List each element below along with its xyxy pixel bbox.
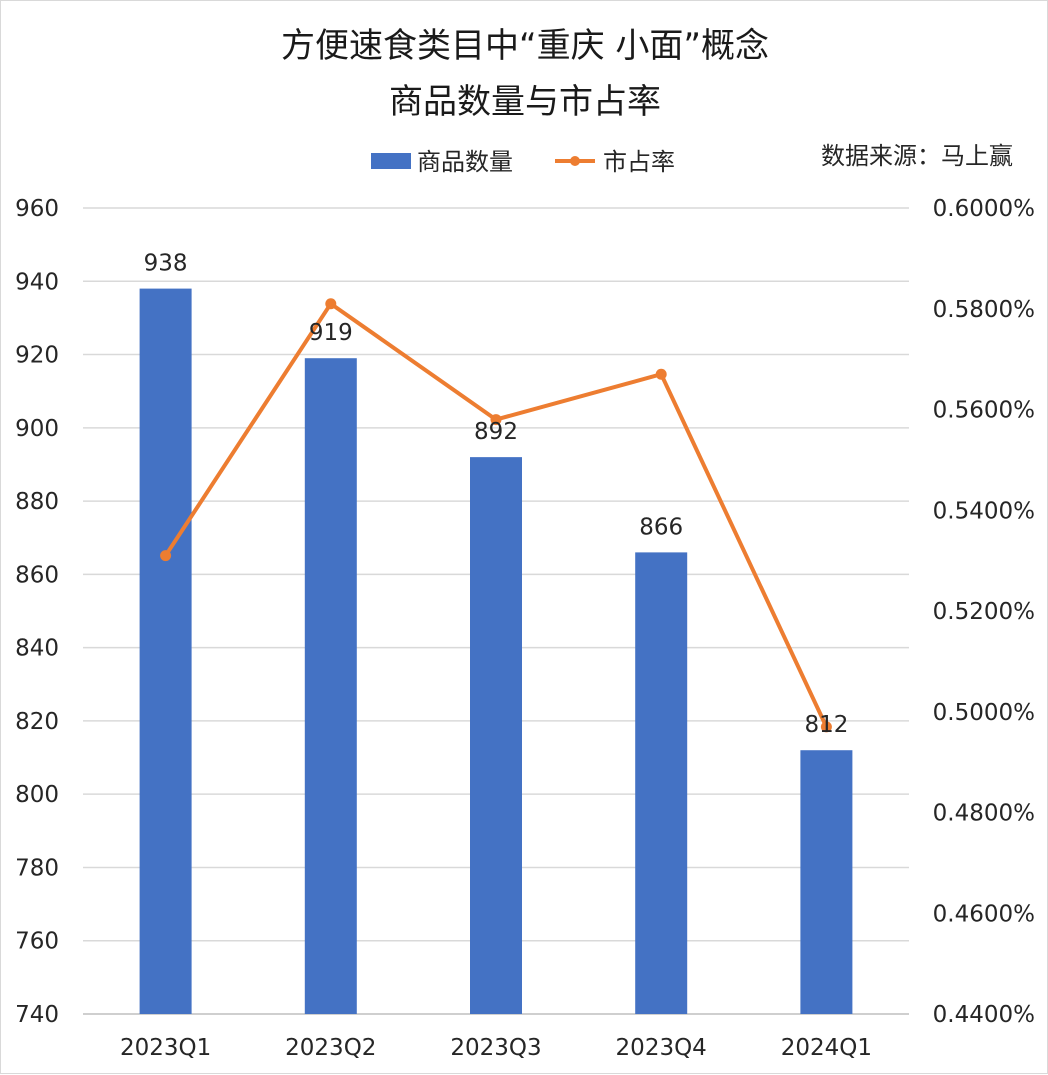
- bar: [304, 358, 357, 1014]
- share-point: [655, 368, 667, 380]
- right-axis: 0.6000% 0.5800% 0.5600% 0.5400% 0.5200% 0.500…: [933, 196, 1035, 1028]
- y-left-tick-label: 880: [15, 489, 59, 515]
- y-right-tick-label: 0.4600%: [933, 901, 1035, 927]
- y-right-tick-label: 0.5200%: [933, 599, 1035, 625]
- bar: [635, 552, 688, 1014]
- y-left-tick-label: 940: [15, 269, 59, 295]
- legend-swatch-marker: [570, 156, 580, 166]
- y-right-tick-label: 0.6000%: [933, 196, 1035, 222]
- x-tick-label: 2023Q1: [120, 1035, 211, 1061]
- share-point: [820, 721, 832, 733]
- y-left-tick-label: 860: [15, 562, 59, 588]
- bar-data-label: 812: [804, 712, 848, 738]
- y-left-tick-label: 840: [15, 636, 59, 662]
- legend-label-line: 市占率: [603, 148, 675, 176]
- x-tick-label: 2023Q4: [616, 1035, 707, 1061]
- y-right-tick-label: 0.5600%: [933, 398, 1035, 424]
- y-right-tick-label: 0.5400%: [933, 498, 1035, 524]
- bar: [800, 750, 853, 1014]
- y-left-tick-label: 780: [15, 855, 59, 881]
- legend-swatch-bar: [371, 153, 411, 169]
- x-axis: 2023Q1 2023Q2 2023Q3 2023Q4 2024Q1: [120, 1035, 872, 1061]
- share-point: [490, 414, 502, 426]
- line-series: [160, 298, 832, 733]
- legend: 商品数量 市占率: [371, 148, 675, 176]
- bar-data-label: 866: [639, 514, 683, 540]
- y-right-tick-label: 0.4400%: [933, 1002, 1035, 1028]
- bar: [139, 288, 192, 1015]
- y-left-tick-label: 740: [15, 1002, 59, 1028]
- y-right-tick-label: 0.4800%: [933, 801, 1035, 827]
- left-axis: 960 940 920 900 880 860 840 820 800 780 760 740: [15, 196, 59, 1028]
- bar-series: [139, 288, 853, 1015]
- legend-label-bar: 商品数量: [417, 148, 513, 176]
- data-labels: 938 919 892 866 812: [144, 251, 849, 739]
- y-left-tick-label: 960: [15, 196, 59, 222]
- chart-title-line1: 方便速食类目中“重庆 小面”概念: [281, 26, 769, 66]
- bar-data-label: 938: [144, 251, 188, 277]
- y-left-tick-label: 900: [15, 416, 59, 442]
- source-note: 数据来源：马上赢: [821, 142, 1013, 170]
- share-point: [325, 298, 337, 310]
- share-point: [160, 550, 172, 562]
- x-tick-label: 2024Q1: [781, 1035, 872, 1061]
- x-tick-label: 2023Q2: [285, 1035, 376, 1061]
- y-left-tick-label: 820: [15, 709, 59, 735]
- bar-data-label: 892: [474, 419, 518, 445]
- chart-title-line2: 商品数量与市占率: [389, 82, 661, 122]
- bar-data-label: 919: [309, 320, 353, 346]
- y-right-tick-label: 0.5800%: [933, 297, 1035, 323]
- y-left-tick-label: 760: [15, 929, 59, 955]
- y-left-tick-label: 920: [15, 343, 59, 369]
- y-right-tick-label: 0.5000%: [933, 700, 1035, 726]
- bar: [470, 457, 522, 1014]
- y-left-tick-label: 800: [15, 782, 59, 808]
- x-tick-label: 2023Q3: [450, 1035, 541, 1061]
